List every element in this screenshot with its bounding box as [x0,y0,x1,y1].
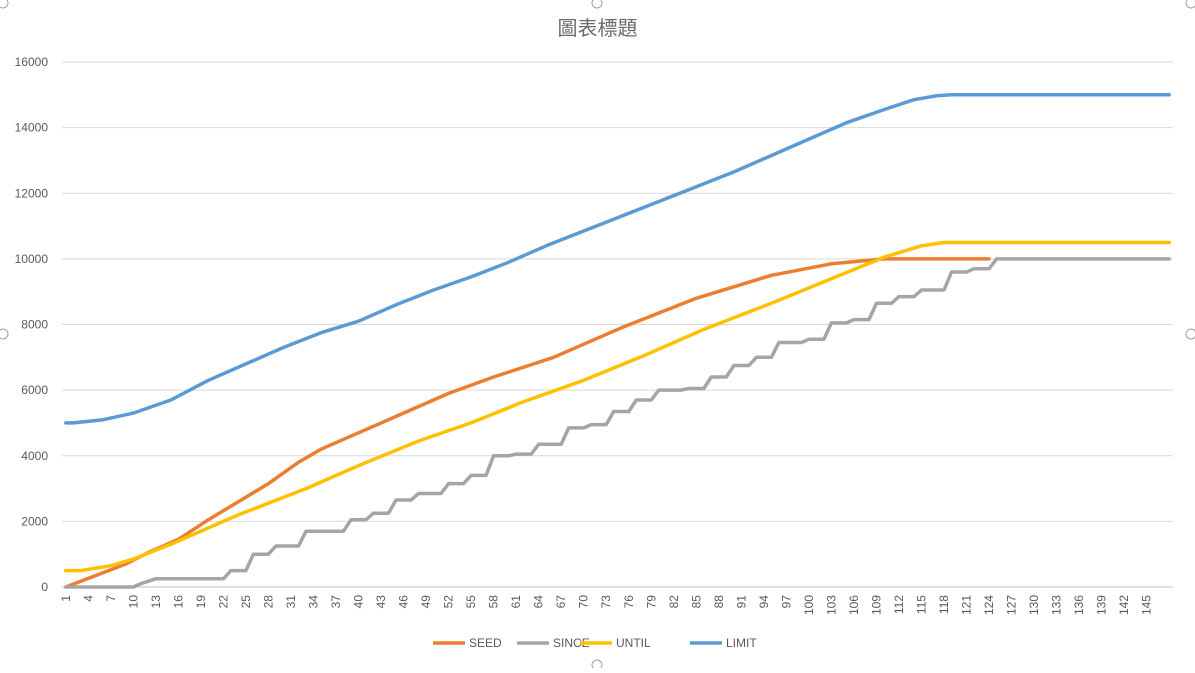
y-tick-label: 2000 [21,514,48,528]
x-tick-label: 19 [194,595,208,609]
y-tick-label: 8000 [21,318,48,332]
x-tick-label: 25 [239,595,253,609]
x-tick-label: 109 [869,595,883,615]
x-tick-label: 37 [329,595,343,609]
x-tick-label: 112 [892,595,906,614]
x-tick-label: 130 [1027,595,1041,615]
legend-item-seed[interactable]: SEED [433,636,502,650]
x-tick-label: 46 [397,595,411,609]
y-tick-label: 0 [41,580,48,594]
x-tick-label: 142 [1117,595,1131,615]
x-tick-label: 52 [442,595,456,609]
x-tick-label: 64 [532,595,546,609]
legend-item-since[interactable]: SINCE [517,636,590,650]
x-tick-label: 7 [104,595,118,602]
x-axis-ticks: 1 4 7 10 13 16 19 22 25 28 31 34 37 40 43 46 49 52 55 58 61 6… [59,595,1154,615]
resize-handle-top-left[interactable] [0,0,9,9]
x-tick-label: 13 [149,595,163,609]
legend-label: SEED [469,636,502,650]
x-tick-label: 34 [306,595,320,609]
x-tick-label: 124 [982,595,996,615]
x-tick-label: 40 [352,595,366,609]
y-tick-label: 16000 [15,55,49,69]
x-tick-label: 115 [915,595,929,614]
series-line-limit[interactable] [64,93,1171,425]
legend-item-until[interactable]: UNTIL [580,636,651,650]
x-tick-label: 100 [802,595,816,615]
legend-label: UNTIL [616,636,651,650]
x-tick-label: 67 [554,595,568,609]
x-tick-label: 118 [937,595,951,614]
x-tick-label: 106 [847,595,861,615]
x-tick-label: 103 [824,595,838,615]
x-tick-label: 28 [261,595,275,609]
x-tick-label: 82 [667,595,681,609]
y-tick-label: 12000 [15,186,49,200]
x-tick-label: 85 [689,595,703,609]
x-tick-label: 121 [960,595,974,615]
x-tick-label: 16 [171,595,185,609]
x-tick-label: 139 [1095,595,1109,615]
series-line-until[interactable] [64,240,1171,573]
x-tick-label: 1 [59,595,73,602]
chart-title: 圖表標題 [557,16,638,40]
x-tick-label: 145 [1140,595,1154,615]
y-tick-label: 6000 [21,383,48,397]
resize-handle-left[interactable] [0,328,9,340]
x-tick-label: 10 [126,595,140,609]
y-tick-label: 10000 [15,252,49,266]
x-tick-label: 76 [622,595,636,609]
y-axis-ticks: 0 2000 4000 6000 8000 10000 12000 14000 16000 [15,55,49,594]
x-tick-label: 43 [374,595,388,609]
resize-handle-top-right[interactable] [1185,0,1195,9]
x-tick-label: 70 [577,595,591,609]
x-tick-label: 31 [284,595,298,609]
legend-label: SINCE [553,636,590,650]
x-tick-label: 22 [216,595,230,609]
series-line-since[interactable] [64,257,1171,589]
x-tick-label: 79 [644,595,658,609]
x-tick-label: 88 [712,595,726,609]
x-tick-label: 91 [734,595,748,609]
x-tick-label: 4 [81,595,95,602]
legend: SEED SINCE UNTIL LIMIT [433,636,757,650]
legend-label: LIMIT [726,636,757,650]
x-tick-label: 94 [757,595,771,609]
x-tick-label: 49 [419,595,433,609]
x-tick-label: 133 [1050,595,1064,615]
x-tick-label: 97 [779,595,793,609]
x-tick-label: 58 [487,595,501,609]
resize-handle-top[interactable] [591,0,603,9]
series-lines [64,93,1171,589]
x-tick-label: 61 [509,595,523,609]
x-tick-label: 73 [599,595,613,609]
resize-handle-bottom[interactable] [591,659,603,671]
legend-item-limit[interactable]: LIMIT [690,636,757,650]
resize-handle-right[interactable] [1185,328,1195,340]
y-tick-label: 14000 [15,121,49,135]
x-tick-label: 55 [464,595,478,609]
y-tick-label: 4000 [21,449,48,463]
series-line-seed[interactable] [64,257,991,589]
x-tick-label: 127 [1005,595,1019,615]
gridlines [62,61,1173,588]
x-tick-label: 136 [1072,595,1086,615]
